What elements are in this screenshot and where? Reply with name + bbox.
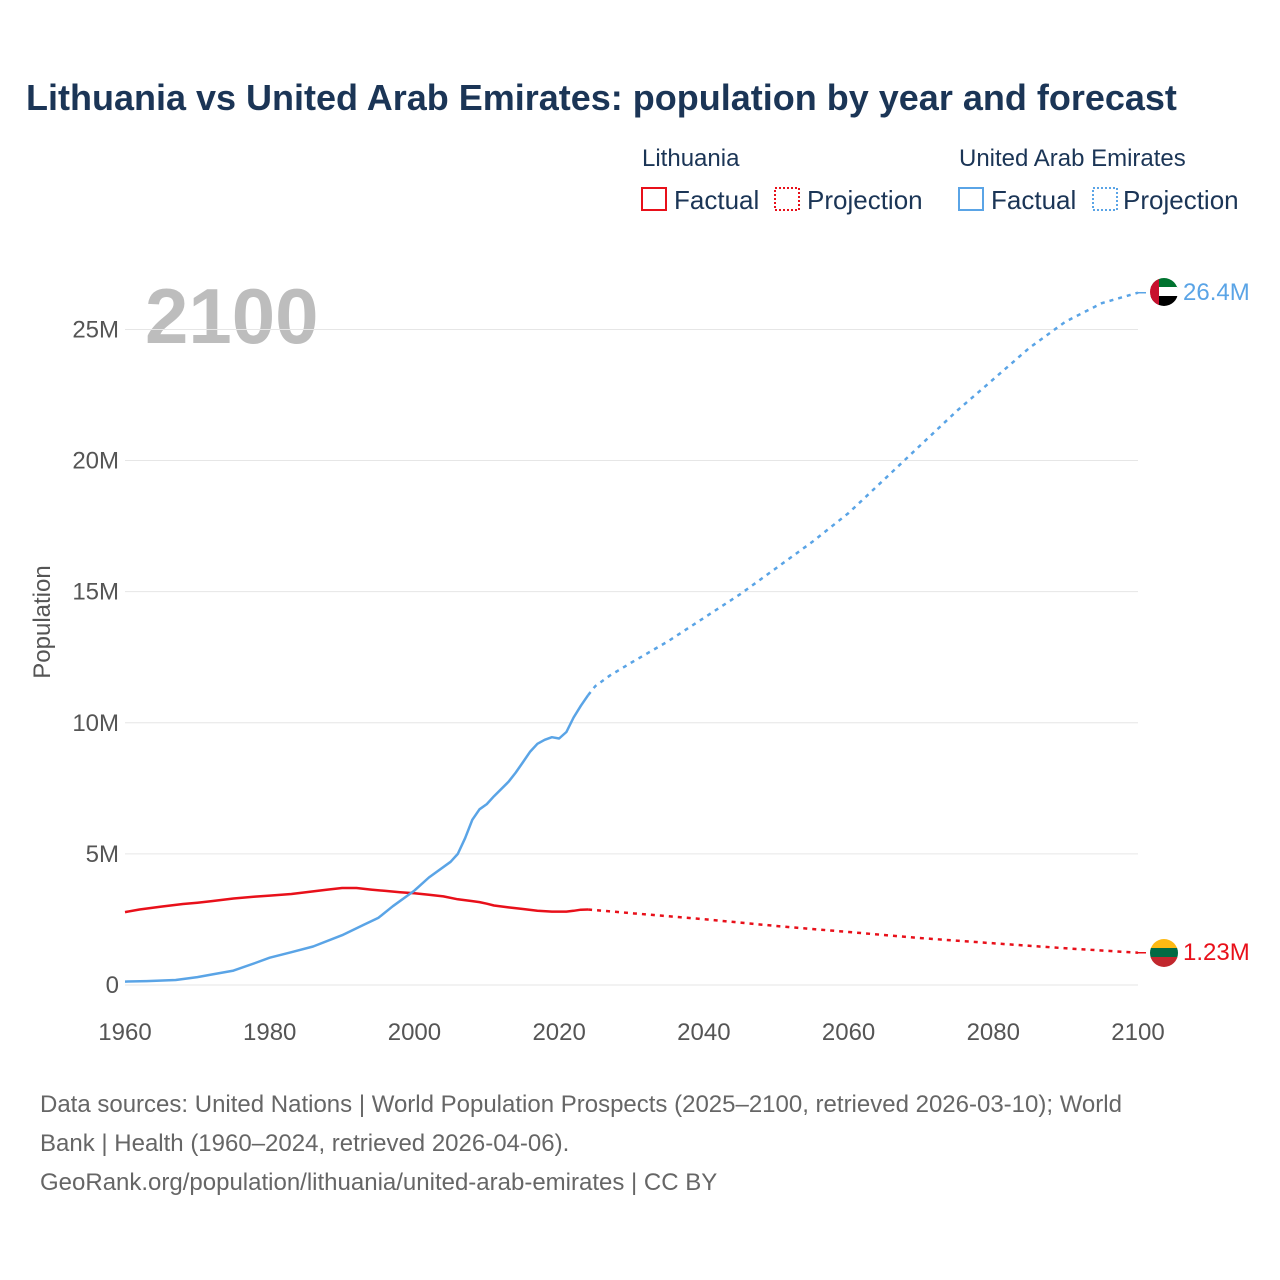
uae-end-label: 26.4M — [1183, 279, 1250, 306]
y-tick-label: 5M — [86, 841, 119, 868]
lithuania-end-label: 1.23M — [1183, 939, 1250, 966]
x-tick-label: 1960 — [98, 1019, 151, 1046]
uae-projection-line[interactable] — [587, 291, 1139, 696]
legend-group-lithuania: Lithuania — [642, 145, 740, 172]
legend-swatch-uae-projection[interactable] — [1092, 187, 1118, 211]
x-tick-label: 2100 — [1111, 1019, 1164, 1046]
x-axis: 1960 1980 2000 2020 2040 2060 2080 2100 — [98, 1019, 1164, 1046]
x-tick-label: 2060 — [822, 1019, 875, 1046]
lithuania-projection-line[interactable] — [587, 908, 1139, 954]
x-tick-label: 2000 — [388, 1019, 441, 1046]
y-tick-label: 10M — [72, 710, 119, 737]
legend-swatch-lithuania-factual[interactable] — [641, 187, 667, 211]
footer-sources-line1: Data sources: United Nations | World Pop… — [40, 1091, 1122, 1118]
footer-sources-line2: Bank | Health (1960–2024, retrieved 2026… — [40, 1130, 569, 1157]
legend-group-uae: United Arab Emirates — [959, 145, 1186, 172]
legend: Lithuania Factual Projection United Arab… — [641, 145, 1239, 215]
uae-factual-line[interactable] — [124, 694, 590, 983]
x-tick-label: 2040 — [677, 1019, 730, 1046]
legend-label-uae-factual[interactable]: Factual — [991, 185, 1076, 215]
y-tick-label: 0 — [106, 972, 119, 999]
series — [124, 291, 1146, 983]
footer-source-url[interactable]: GeoRank.org/population/lithuania/united-… — [40, 1169, 717, 1196]
lithuania-factual-line[interactable] — [124, 886, 589, 914]
legend-label-lithuania-projection[interactable]: Projection — [807, 185, 923, 215]
grid-lines — [125, 328, 1138, 986]
legend-label-uae-projection[interactable]: Projection — [1123, 185, 1239, 215]
legend-swatch-lithuania-projection[interactable] — [774, 187, 800, 211]
x-tick-label: 2080 — [967, 1019, 1020, 1046]
y-tick-label: 15M — [72, 579, 119, 606]
y-axis: 0 5M 10M 15M 20M 25M — [72, 316, 119, 999]
legend-swatch-uae-factual[interactable] — [958, 187, 984, 211]
y-tick-label: 25M — [72, 316, 119, 343]
y-axis-title: Population — [29, 565, 56, 678]
x-tick-label: 1980 — [243, 1019, 296, 1046]
current-year-label: 2100 — [145, 272, 319, 360]
legend-label-lithuania-factual[interactable]: Factual — [674, 185, 759, 215]
chart-title: Lithuania vs United Arab Emirates: popul… — [26, 77, 1177, 118]
lithuania-flag-icon — [1150, 939, 1178, 967]
y-tick-label: 20M — [72, 448, 119, 475]
uae-flag-icon — [1150, 278, 1178, 306]
x-tick-label: 2020 — [532, 1019, 585, 1046]
